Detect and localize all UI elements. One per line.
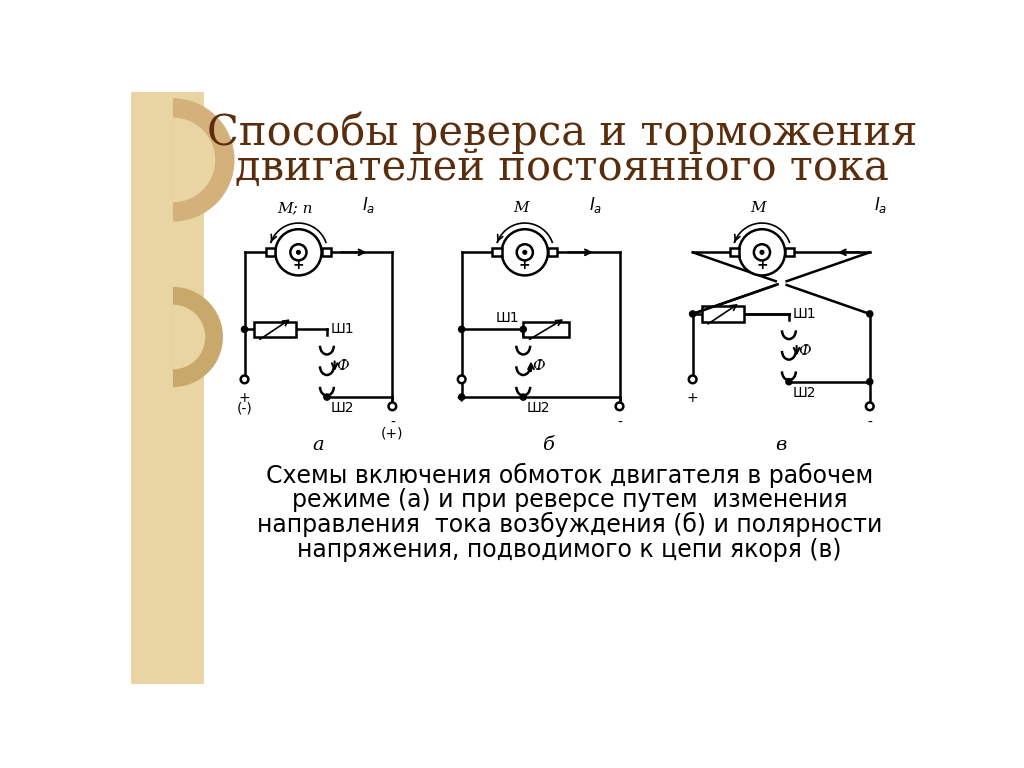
Circle shape — [866, 402, 873, 410]
Text: а: а — [312, 435, 325, 454]
Text: Способы реверса и торможения: Способы реверса и торможения — [207, 111, 918, 154]
Circle shape — [291, 244, 306, 260]
Circle shape — [866, 379, 872, 385]
Bar — [131, 92, 204, 684]
Text: режиме (а) и при реверсе путем  изменения: режиме (а) и при реверсе путем изменения — [292, 488, 847, 512]
Circle shape — [520, 394, 526, 400]
Circle shape — [520, 326, 526, 333]
Circle shape — [297, 250, 300, 254]
Text: Ш1: Ш1 — [331, 323, 354, 336]
Circle shape — [785, 379, 792, 385]
Text: $I_a$: $I_a$ — [873, 195, 887, 215]
Wedge shape — [173, 118, 215, 202]
Text: +: + — [687, 391, 698, 405]
Bar — [254, 322, 296, 337]
Bar — [548, 249, 557, 257]
Circle shape — [776, 279, 785, 288]
Circle shape — [275, 229, 322, 276]
Text: Ф: Ф — [798, 344, 811, 358]
Bar — [322, 249, 331, 257]
Bar — [730, 249, 739, 257]
Text: -: - — [617, 415, 622, 429]
Text: б: б — [543, 435, 554, 454]
Text: Ф: Ф — [336, 359, 349, 373]
Text: Ф: Ф — [532, 359, 545, 373]
Circle shape — [866, 311, 872, 317]
Text: M: M — [751, 201, 766, 215]
Circle shape — [523, 250, 526, 254]
Text: направления  тока возбуждения (б) и полярности: направления тока возбуждения (б) и поляр… — [257, 512, 882, 538]
Wedge shape — [173, 98, 234, 221]
Text: +: + — [456, 391, 468, 405]
Bar — [266, 249, 275, 257]
Text: +: + — [239, 391, 250, 405]
Circle shape — [459, 326, 465, 333]
Text: Ш1: Ш1 — [496, 312, 519, 326]
Bar — [523, 322, 569, 337]
Text: Ш2: Ш2 — [331, 401, 354, 415]
Bar — [785, 249, 795, 257]
Text: в: в — [775, 435, 786, 454]
Text: Ш2: Ш2 — [527, 401, 551, 415]
Text: (+): (+) — [381, 426, 403, 440]
Text: M; n: M; n — [276, 201, 312, 215]
Text: Ш1: Ш1 — [793, 307, 816, 321]
Circle shape — [689, 311, 695, 317]
Circle shape — [502, 229, 548, 276]
Circle shape — [689, 376, 696, 383]
Text: +: + — [519, 258, 530, 272]
Circle shape — [459, 394, 465, 400]
Text: Ш2: Ш2 — [793, 386, 816, 399]
Bar — [701, 306, 744, 322]
Text: $I_a$: $I_a$ — [361, 195, 375, 215]
Text: -: - — [390, 415, 395, 429]
Text: двигателей постоянного тока: двигателей постоянного тока — [234, 147, 889, 189]
Circle shape — [754, 244, 770, 260]
Text: напряжения, подводимого к цепи якоря (в): напряжения, подводимого к цепи якоря (в) — [297, 538, 842, 561]
Text: -: - — [867, 415, 872, 429]
Circle shape — [241, 376, 249, 383]
Circle shape — [760, 250, 764, 254]
Circle shape — [242, 326, 248, 333]
Text: $I_a$: $I_a$ — [589, 195, 602, 215]
Circle shape — [458, 376, 466, 383]
Text: Схемы включения обмоток двигателя в рабочем: Схемы включения обмоток двигателя в рабо… — [266, 463, 873, 488]
Text: M: M — [513, 201, 528, 215]
Text: (-): (-) — [237, 402, 252, 415]
Text: +: + — [756, 258, 768, 272]
Wedge shape — [173, 305, 205, 369]
Circle shape — [739, 229, 785, 276]
Text: +: + — [293, 258, 304, 272]
Circle shape — [615, 402, 624, 410]
Circle shape — [517, 244, 532, 260]
Circle shape — [324, 394, 330, 400]
Circle shape — [388, 402, 396, 410]
Wedge shape — [173, 287, 223, 387]
Bar — [493, 249, 502, 257]
